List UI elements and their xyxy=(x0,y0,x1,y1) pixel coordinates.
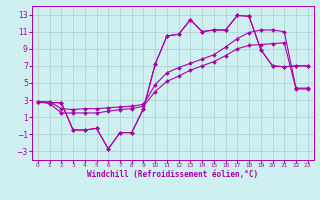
X-axis label: Windchill (Refroidissement éolien,°C): Windchill (Refroidissement éolien,°C) xyxy=(87,170,258,179)
